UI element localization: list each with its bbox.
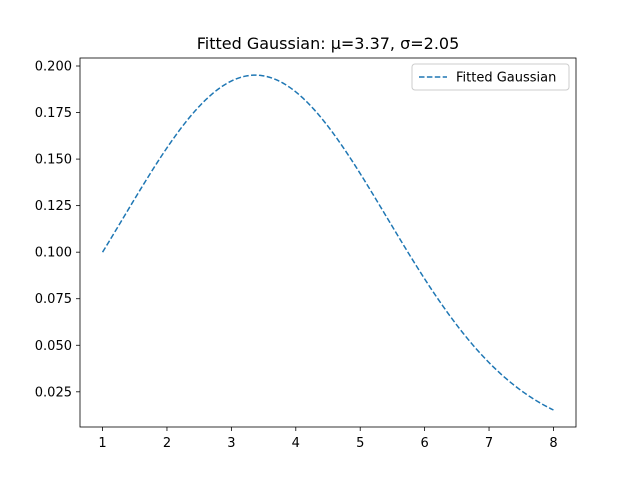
- chart-title: Fitted Gaussian: μ=3.37, σ=2.05: [197, 34, 460, 53]
- x-tick-label: 8: [549, 436, 557, 451]
- y-tick-label: 0.175: [35, 106, 72, 121]
- y-tick-label: 0.100: [35, 246, 72, 261]
- legend: Fitted Gaussian: [411, 63, 570, 91]
- y-tick-label: 0.075: [35, 292, 72, 307]
- x-tick-label: 4: [292, 436, 300, 451]
- y-tick-label: 0.025: [35, 385, 72, 400]
- x-tick-label: 6: [420, 436, 428, 451]
- x-tick-label: 2: [163, 436, 171, 451]
- x-axis: 1 2 3 4 5 6 7 8: [98, 427, 558, 451]
- plot-area: [80, 58, 576, 427]
- y-axis: 0.025 0.050 0.075 0.100 0.125 0.150 0.175 0.200: [35, 60, 80, 400]
- legend-box: [411, 63, 570, 91]
- y-tick-label: 0.050: [35, 339, 72, 354]
- series-line-fitted-gaussian: [101, 74, 554, 411]
- legend-label: Fitted Gaussian: [456, 71, 556, 86]
- y-tick-label: 0.125: [35, 199, 72, 214]
- x-tick-label: 3: [227, 436, 235, 451]
- x-tick-label: 5: [356, 436, 364, 451]
- y-tick-label: 0.150: [35, 153, 72, 168]
- x-tick-label: 7: [485, 436, 493, 451]
- plot-frame: [79, 57, 577, 428]
- x-tick-label: 1: [98, 436, 106, 451]
- y-tick-label: 0.200: [35, 60, 72, 75]
